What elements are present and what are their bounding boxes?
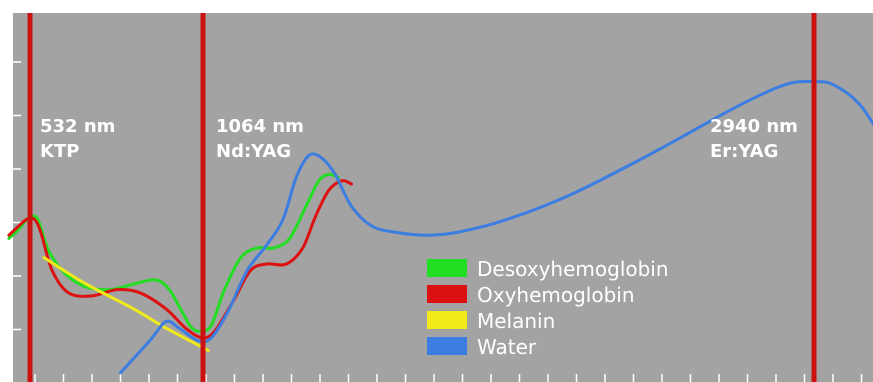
laser-wavelength-label: 2940 nm [710,116,798,137]
legend-swatch [427,337,467,355]
legend-swatch [427,311,467,329]
laser-name-label: KTP [40,141,79,162]
series-layer [7,79,873,375]
legend-swatch [427,259,467,277]
series-line-desoxyhemoglobin [7,172,340,333]
laser-label-eryag: 2940 nm Er:YAG [710,116,798,162]
legend-label: Melanin [477,309,555,333]
legend-swatch [427,285,467,303]
legend-label: Water [477,335,537,359]
y-axis-ticks [13,61,21,331]
series-line-melanin [42,256,210,352]
laser-lines [27,13,817,382]
series-line-water [118,79,873,375]
legend: Desoxyhemoglobin Oxyhemoglobin Melanin W… [427,257,669,359]
laser-wavelength-label: 532 nm [40,116,115,137]
legend-label: Desoxyhemoglobin [477,257,669,281]
legend-label: Oxyhemoglobin [477,283,635,307]
laser-name-label: Er:YAG [710,141,778,162]
laser-label-ndyag: 1064 nm Nd:YAG [216,116,304,162]
x-axis-ticks [34,374,863,382]
series-line-oxyhemoglobin [7,179,353,340]
laser-label-ktp: 532 nm KTP [40,116,115,162]
laser-name-label: Nd:YAG [216,141,291,162]
laser-wavelength-label: 1064 nm [216,116,304,137]
